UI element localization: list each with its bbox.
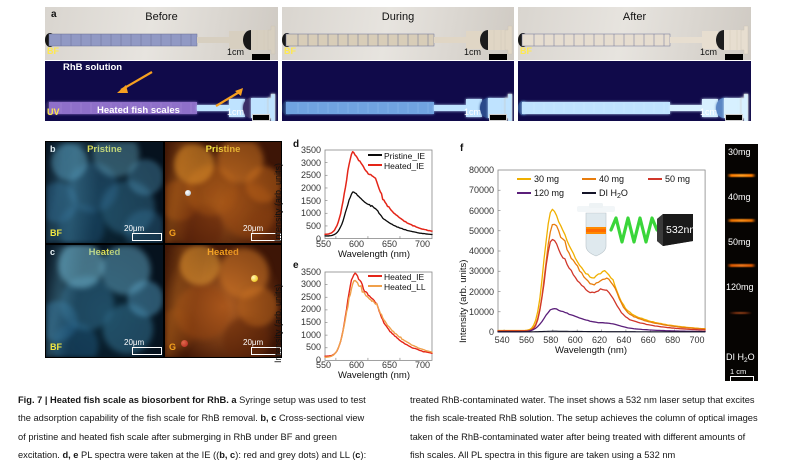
svg-text:532nm: 532nm	[666, 224, 697, 236]
